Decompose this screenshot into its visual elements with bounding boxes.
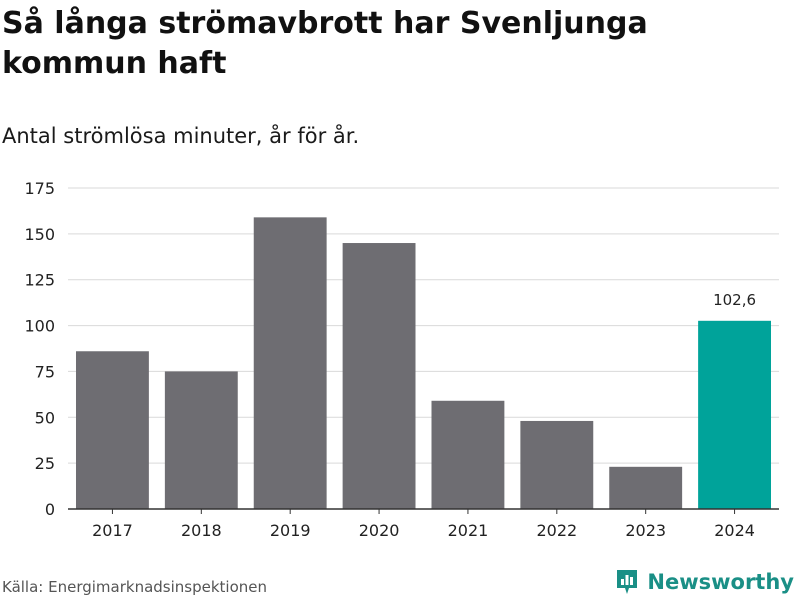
y-tick-label: 150 xyxy=(24,225,55,244)
x-tick-label: 2019 xyxy=(270,521,311,540)
brand-name: Newsworthy xyxy=(647,570,794,594)
x-tick-label: 2021 xyxy=(448,521,489,540)
y-tick-label: 125 xyxy=(24,271,55,290)
x-tick-label: 2018 xyxy=(181,521,222,540)
x-tick-label: 2020 xyxy=(359,521,400,540)
x-tick-label: 2023 xyxy=(625,521,666,540)
chart-title: Så långa strömavbrott har Svenljunga kom… xyxy=(2,6,648,81)
y-tick-label: 100 xyxy=(24,317,55,336)
bar-2017 xyxy=(75,351,149,509)
bar-2021 xyxy=(431,400,505,509)
y-tick-label: 50 xyxy=(35,408,55,427)
y-tick-label: 175 xyxy=(24,179,55,198)
brand-logo: Newsworthy xyxy=(615,568,794,596)
bar-2019 xyxy=(253,217,327,509)
x-tick-label: 2017 xyxy=(92,521,133,540)
bar-2020 xyxy=(342,243,416,509)
bar-2018 xyxy=(164,371,238,509)
bar-chart: 0 25 50 75 100 125 150 175 2017 2018 2019 2020 2021 2… xyxy=(24,179,779,540)
y-tick-label: 75 xyxy=(35,362,55,381)
data-label: 102,6 xyxy=(713,291,756,309)
y-tick-label: 25 xyxy=(35,454,55,473)
newsworthy-logo-icon xyxy=(617,570,638,594)
source-note: Källa: Energimarknadsinspektionen xyxy=(2,578,268,596)
chart-subtitle: Antal strömlösa minuter, år för år. xyxy=(2,124,360,148)
bar-2024 xyxy=(698,320,772,509)
x-tick-label: 2024 xyxy=(714,521,755,540)
y-tick-label: 0 xyxy=(45,500,55,519)
bar-2023 xyxy=(609,466,683,509)
x-tick-label: 2022 xyxy=(536,521,577,540)
bar-2022 xyxy=(520,420,594,509)
